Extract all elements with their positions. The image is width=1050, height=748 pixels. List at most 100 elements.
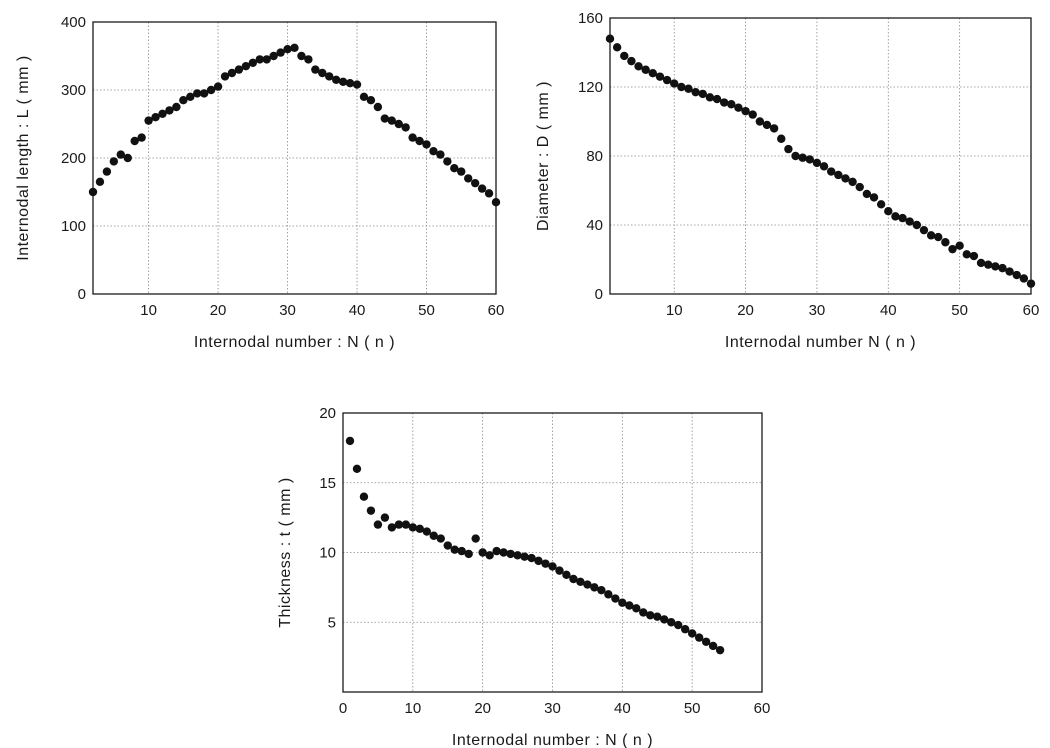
length-xtick-label: 10 xyxy=(140,302,157,319)
diameter-xtick-label: 60 xyxy=(1023,302,1040,319)
length-data-point xyxy=(255,55,264,64)
length-data-point xyxy=(477,184,487,193)
diameter-data-point xyxy=(627,56,636,66)
length-data-point xyxy=(88,187,98,197)
diameter-data-point xyxy=(612,43,622,52)
chart-internodal-length: 10 20 30 40 50 60 0 100 200 300 400 Internodal numb… xyxy=(15,14,504,351)
length-ytick-label: 0 xyxy=(78,286,86,303)
length-x-axis-label: Internodal number : N ( n ) xyxy=(194,334,395,351)
length-data-point xyxy=(241,61,251,71)
length-data-point xyxy=(137,133,146,142)
thickness-data-point xyxy=(352,464,362,473)
diameter-ytick-label: 160 xyxy=(578,10,603,27)
length-data-point xyxy=(102,167,112,176)
length-data-point xyxy=(422,140,431,149)
thickness-data-point xyxy=(366,506,376,515)
thickness-data-point xyxy=(492,546,501,556)
length-data-point xyxy=(366,96,376,105)
thickness-data-point xyxy=(471,534,480,543)
diameter-data-point xyxy=(955,241,964,250)
thickness-data-point xyxy=(667,618,676,627)
diameter-data-point xyxy=(1005,267,1014,276)
thickness-data-point xyxy=(583,580,592,589)
diameter-data-point xyxy=(684,84,693,93)
thickness-data-point xyxy=(597,585,606,595)
thickness-data-point xyxy=(694,633,704,642)
length-data-point xyxy=(491,198,501,207)
thickness-xtick-label: 20 xyxy=(474,700,491,717)
length-data-point xyxy=(318,68,327,78)
chart-diameter: 10 20 30 40 50 60 0 40 80 120 160 Internodal number… xyxy=(535,10,1039,351)
thickness-xtick-label: 30 xyxy=(544,700,561,717)
length-data-point xyxy=(311,65,320,74)
thickness-data-point xyxy=(422,527,431,536)
length-data-point xyxy=(151,113,160,122)
diameter-data-point xyxy=(698,89,707,99)
thickness-ytick-label: 5 xyxy=(328,614,336,631)
length-data-point xyxy=(220,72,230,81)
diameter-data-point xyxy=(641,65,650,74)
length-data-point xyxy=(484,189,494,198)
thickness-data-point xyxy=(687,629,697,638)
length-data-point xyxy=(213,82,223,91)
length-xtick-label: 40 xyxy=(349,302,366,319)
thickness-data-point xyxy=(674,620,683,630)
length-data-point xyxy=(408,133,417,142)
thickness-y-axis-label: Thickness : t ( mm ) xyxy=(277,477,294,627)
length-data-point xyxy=(199,89,209,98)
diameter-data-point xyxy=(634,62,643,71)
diameter-data-point xyxy=(784,144,793,154)
length-data-point xyxy=(165,106,174,115)
length-data-point xyxy=(359,92,369,102)
diameter-data-point xyxy=(1012,270,1021,280)
length-data-point xyxy=(387,116,396,125)
length-data-point xyxy=(464,174,473,183)
length-data-point xyxy=(352,80,362,89)
thickness-xtick-label: 10 xyxy=(404,700,421,717)
diameter-data-point xyxy=(926,231,936,240)
length-data-point xyxy=(304,55,313,64)
diameter-data-point xyxy=(891,212,900,221)
diameter-data-point xyxy=(848,177,857,187)
thickness-ytick-label: 10 xyxy=(319,545,336,562)
diameter-data-point xyxy=(762,120,772,130)
diameter-xtick-label: 50 xyxy=(951,302,968,319)
length-data-point xyxy=(380,114,390,123)
length-data-point xyxy=(457,167,466,176)
length-data-point xyxy=(290,43,299,53)
length-data-point xyxy=(436,150,445,159)
thickness-data-point xyxy=(527,553,536,563)
diameter-data-point xyxy=(662,75,672,85)
diameter-y-axis-label: Diameter : D ( mm ) xyxy=(535,81,552,231)
length-data-point xyxy=(269,51,278,61)
thickness-data-point xyxy=(499,548,508,557)
thickness-data-point xyxy=(555,566,564,575)
thickness-data-point xyxy=(548,562,557,571)
thickness-data-point xyxy=(359,492,369,501)
thickness-data-point xyxy=(708,641,718,651)
thickness-data-point xyxy=(632,604,641,613)
diameter-ytick-label: 120 xyxy=(578,79,603,96)
thickness-ytick-label: 15 xyxy=(319,475,336,492)
diameter-data-point xyxy=(741,106,750,116)
thickness-data-point xyxy=(380,513,390,522)
length-data-point xyxy=(443,157,452,166)
length-data-point xyxy=(262,55,271,64)
thickness-data-point xyxy=(345,436,355,446)
diameter-data-point xyxy=(934,232,943,242)
diameter-data-point xyxy=(841,174,850,183)
diameter-data-point xyxy=(962,250,971,259)
thickness-data-point xyxy=(520,552,529,561)
thickness-data-point xyxy=(660,615,669,624)
diameter-ytick-label: 0 xyxy=(595,286,603,303)
length-data-point xyxy=(193,89,202,98)
chart-thickness: 0 10 20 30 40 50 60 5 10 15 20 Internodal number : … xyxy=(277,405,770,748)
thickness-data-point xyxy=(373,520,383,529)
length-data-point xyxy=(130,136,139,146)
diameter-data-point xyxy=(991,262,1000,271)
diameter-data-point xyxy=(719,98,729,107)
diameter-ytick-label: 80 xyxy=(586,148,603,165)
length-data-point xyxy=(401,123,410,132)
diameter-data-point xyxy=(919,225,929,235)
length-data-point xyxy=(373,102,383,112)
